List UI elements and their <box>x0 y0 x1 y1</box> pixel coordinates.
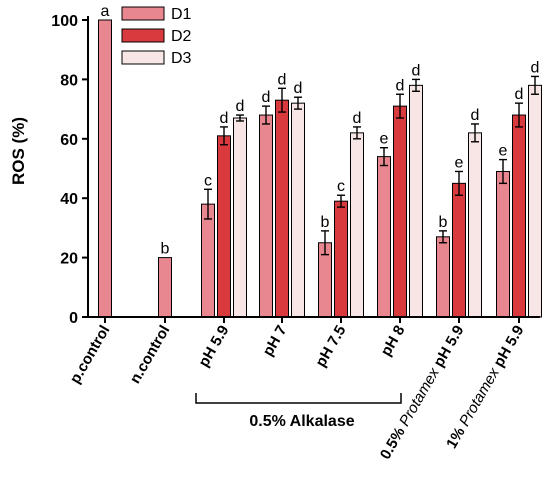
error-bar <box>337 194 345 208</box>
significance-label: c <box>204 172 212 189</box>
significance-label: e <box>455 154 464 171</box>
significance-label: d <box>396 77 405 94</box>
error-bar <box>262 105 270 125</box>
significance-label: d <box>515 86 524 103</box>
legend-label: D3 <box>171 50 192 67</box>
bar-d3-6 <box>468 132 482 318</box>
bar-d3-5 <box>409 84 423 318</box>
bar-d3-7 <box>528 84 542 318</box>
error-bar <box>412 78 420 92</box>
significance-label: d <box>412 62 421 79</box>
bar-d1-3 <box>259 114 273 318</box>
error-bar <box>471 123 479 143</box>
legend-label: D2 <box>171 28 192 45</box>
legend-item-d1: D1 <box>121 6 192 23</box>
x-tick-label: p.control <box>67 323 114 387</box>
y-tick-label: 40 <box>60 191 78 208</box>
bar-d1-2 <box>201 203 215 318</box>
y-tick-label: 60 <box>60 132 78 149</box>
legend-swatch <box>121 50 165 65</box>
error-bar <box>220 126 228 146</box>
significance-label: b <box>321 214 330 231</box>
bar-d1-5 <box>377 156 391 318</box>
bar-d2-4 <box>334 200 348 318</box>
y-tick-label: 0 <box>69 310 78 327</box>
bar-d1-7 <box>496 170 510 318</box>
bar-d2-7 <box>512 114 526 318</box>
significance-label: e <box>380 131 389 148</box>
significance-label: b <box>161 241 170 258</box>
bar-d2-3 <box>275 99 289 318</box>
y-axis-label: ROS (%) <box>9 117 28 185</box>
bar-d3-4 <box>350 132 364 318</box>
significance-label: d <box>531 59 540 76</box>
group-bracket-line <box>195 393 402 404</box>
significance-label: d <box>471 107 480 124</box>
significance-label: d <box>278 71 287 88</box>
error-bar <box>455 170 463 196</box>
significance-label: e <box>499 143 508 160</box>
significance-label: d <box>220 110 229 127</box>
legend-swatch <box>121 28 165 43</box>
x-tick-label: n.control <box>127 323 174 387</box>
error-bar <box>531 75 539 95</box>
bar-d2-5 <box>393 105 407 318</box>
bar-d1-1 <box>158 257 172 318</box>
significance-label: b <box>439 214 448 231</box>
x-tick-label: pH 8 <box>377 323 408 360</box>
error-bar <box>439 230 447 244</box>
bar-d2-2 <box>217 135 231 318</box>
error-bar <box>380 147 388 167</box>
significance-label: d <box>294 80 303 97</box>
group-bracket-label: 0.5% Alkalase <box>249 413 354 430</box>
x-tick-label: pH 7 <box>259 323 290 360</box>
error-bar <box>321 230 329 256</box>
y-tick-label: 100 <box>51 13 78 30</box>
significance-label: d <box>262 89 271 106</box>
error-bar <box>396 93 404 119</box>
significance-label: a <box>101 3 110 20</box>
error-bar <box>353 126 361 140</box>
significance-label: c <box>337 178 345 195</box>
legend-item-d2: D2 <box>121 28 192 45</box>
legend-label: D1 <box>171 6 192 23</box>
error-bar <box>515 102 523 128</box>
significance-label: d <box>236 98 245 115</box>
y-tick-label: 20 <box>60 251 78 268</box>
legend-swatch <box>121 6 165 21</box>
bar-d2-6 <box>452 182 466 318</box>
significance-label: d <box>353 110 362 127</box>
error-bar <box>236 114 244 122</box>
bar-d1-0 <box>98 19 112 318</box>
bar-d1-6 <box>436 236 450 318</box>
y-tick-label: 80 <box>60 72 78 89</box>
x-tick-label: pH 5.9 <box>195 323 232 370</box>
legend: D1 D2 D3 <box>121 6 192 67</box>
x-tick-label: pH 7.5 <box>312 323 349 370</box>
error-bar <box>499 158 507 185</box>
legend-item-d3: D3 <box>121 50 192 67</box>
group-bracket: 0.5% Alkalase <box>195 393 402 430</box>
bar-d3-2 <box>233 117 247 318</box>
bar-d3-3 <box>291 102 305 318</box>
error-bar <box>294 96 302 110</box>
error-bar <box>204 188 212 220</box>
error-bar <box>278 87 286 113</box>
